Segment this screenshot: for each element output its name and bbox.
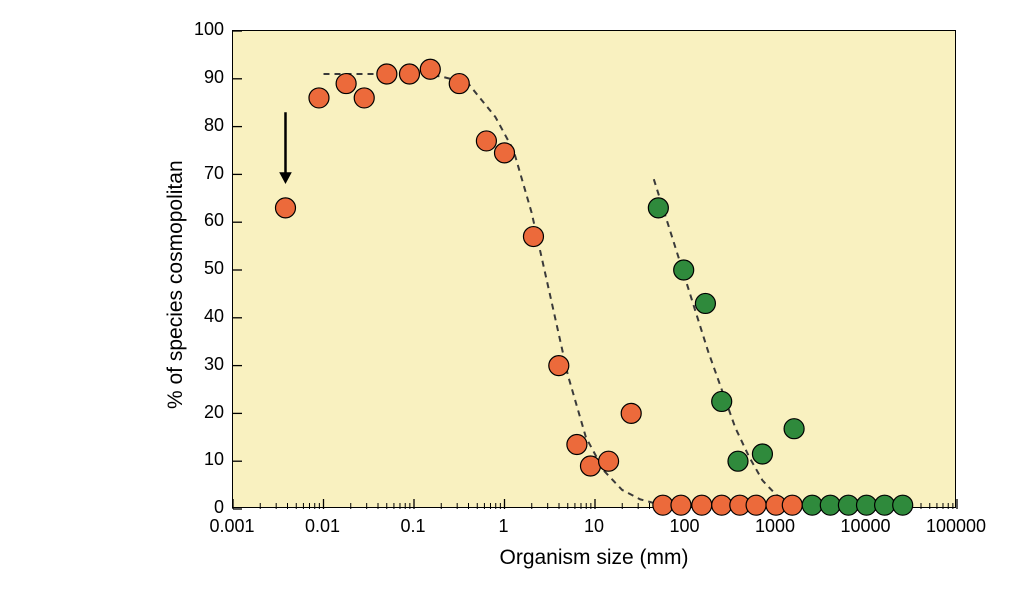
- series-orange-point: [449, 74, 469, 94]
- series-orange-point: [476, 131, 496, 151]
- series-orange-point: [309, 88, 329, 108]
- y-tick-label: 70: [204, 163, 224, 184]
- x-tick-label: 1: [498, 516, 508, 537]
- series-green-point: [820, 495, 840, 515]
- series-green-point: [802, 495, 822, 515]
- series-orange-point: [567, 434, 587, 454]
- series-orange-point: [420, 59, 440, 79]
- series-green-point: [893, 495, 913, 515]
- y-tick-label: 60: [204, 210, 224, 231]
- series-green-point: [784, 419, 804, 439]
- y-tick-label: 10: [204, 449, 224, 470]
- series-green-point: [648, 198, 668, 218]
- series-green-point: [838, 495, 858, 515]
- series-green-point: [857, 495, 877, 515]
- x-tick-label: 10: [584, 516, 604, 537]
- series-orange-point: [495, 143, 515, 163]
- series-orange-point: [580, 456, 600, 476]
- y-ticks-group: [233, 31, 242, 509]
- series-orange-point: [692, 495, 712, 515]
- y-tick-label: 40: [204, 306, 224, 327]
- x-axis-label: Organism size (mm): [499, 546, 688, 570]
- y-tick-label: 50: [204, 258, 224, 279]
- figure-container: % of species cosmopolitan Organism size …: [0, 0, 1023, 608]
- series-orange-point: [782, 495, 802, 515]
- series-orange-point: [671, 495, 691, 515]
- y-tick-label: 30: [204, 354, 224, 375]
- series-orange-point: [523, 227, 543, 247]
- series-green-point: [712, 391, 732, 411]
- y-tick-label: 100: [194, 19, 224, 40]
- x-tick-label: 100: [669, 516, 699, 537]
- series-orange-point: [354, 88, 374, 108]
- series-green-point: [695, 293, 715, 313]
- plot-area: [232, 30, 956, 508]
- series-orange-point: [275, 198, 295, 218]
- y-tick-label: 20: [204, 402, 224, 423]
- series-green-point: [875, 495, 895, 515]
- y-tick-label: 90: [204, 67, 224, 88]
- series-orange-point: [336, 74, 356, 94]
- series-orange-fit-curve: [324, 74, 677, 507]
- series-orange-point: [746, 495, 766, 515]
- annotation-arrow-head: [279, 172, 292, 184]
- series-orange-point: [653, 495, 673, 515]
- x-tick-label: 0.1: [400, 516, 425, 537]
- series-orange-point: [549, 356, 569, 376]
- x-tick-label: 1000: [755, 516, 795, 537]
- series-orange-point: [712, 495, 732, 515]
- plot-svg: [233, 31, 957, 509]
- series-orange-point: [377, 64, 397, 84]
- y-axis-label: % of species cosmopolitan: [164, 160, 188, 409]
- series-green-point: [752, 444, 772, 464]
- series-green-point: [674, 260, 694, 280]
- series-orange-point: [621, 403, 641, 423]
- series-orange-point: [399, 64, 419, 84]
- x-tick-label: 0.001: [209, 516, 254, 537]
- x-tick-label: 0.01: [305, 516, 340, 537]
- x-tick-label: 100000: [926, 516, 986, 537]
- y-tick-label: 80: [204, 115, 224, 136]
- x-tick-label: 10000: [840, 516, 890, 537]
- series-orange-point: [599, 451, 619, 471]
- series-green-point: [728, 451, 748, 471]
